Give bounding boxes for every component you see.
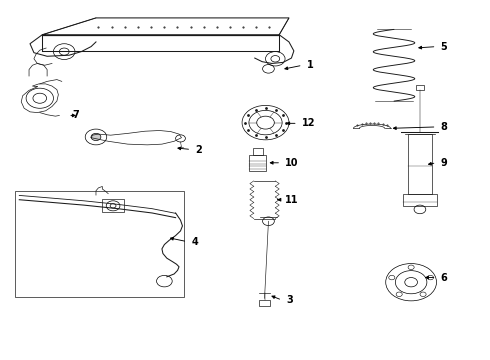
Text: 4: 4	[191, 237, 198, 247]
Bar	[403, 194, 437, 206]
Text: 12: 12	[302, 118, 315, 128]
Circle shape	[91, 134, 101, 140]
Text: 1: 1	[307, 60, 313, 70]
Text: 7: 7	[72, 111, 79, 121]
Bar	[253, 148, 263, 155]
Bar	[249, 155, 267, 171]
Text: 11: 11	[285, 195, 298, 205]
Text: 8: 8	[441, 122, 447, 132]
Bar	[15, 191, 184, 297]
Text: 5: 5	[441, 42, 447, 51]
Text: 6: 6	[441, 273, 447, 283]
Bar	[408, 134, 432, 194]
Text: 10: 10	[285, 158, 298, 168]
Bar	[259, 300, 270, 306]
Bar	[102, 199, 124, 212]
Bar	[416, 85, 424, 90]
Text: 2: 2	[195, 144, 202, 154]
Text: 9: 9	[441, 158, 447, 168]
Text: 3: 3	[286, 295, 293, 305]
